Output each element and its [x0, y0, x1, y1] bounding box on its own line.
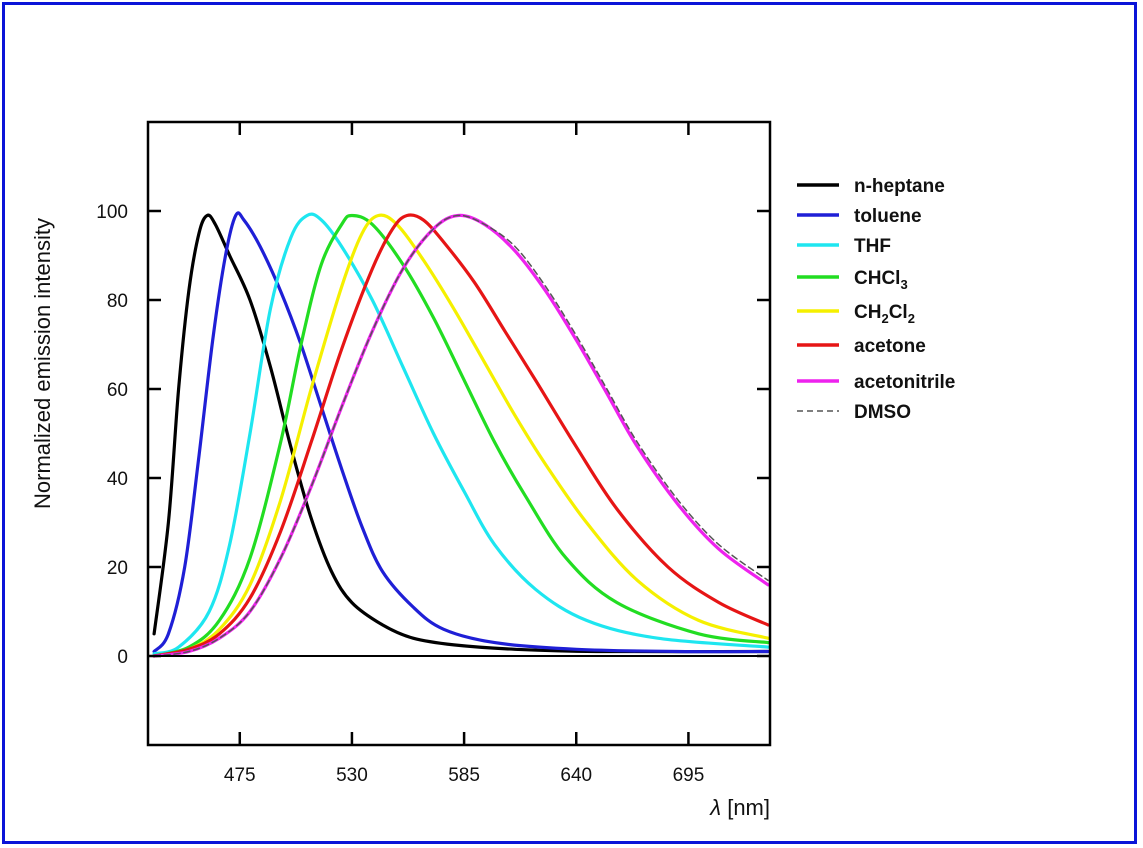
x-tick-label-2: 585 — [448, 765, 480, 786]
series-line-2 — [152, 212, 770, 656]
series-line-0 — [152, 213, 770, 654]
series-line-3 — [152, 213, 770, 658]
x-tick-label-1: 530 — [336, 765, 368, 786]
series-line-1 — [152, 211, 770, 654]
legend-label-3: CHCl3​ — [854, 268, 908, 292]
legend-label-2: THF — [854, 236, 891, 257]
series-line-4 — [152, 213, 770, 658]
y-tick-label-0: 0 — [117, 647, 128, 668]
legend-label-6: acetonitrile — [854, 372, 955, 393]
ticks-layer: 475 530 585 640 695 0 20 40 60 80 100 — [96, 122, 770, 786]
series-line-5 — [152, 213, 770, 658]
x-axis-label: λ [nm] — [709, 795, 770, 820]
y-axis-label: Normalized emission intensity — [30, 218, 55, 509]
legend-label-7: DMSO — [854, 402, 911, 423]
x-tick-label-0: 475 — [224, 765, 256, 786]
y-tick-label-5: 100 — [96, 202, 128, 223]
y-tick-label-4: 80 — [107, 291, 128, 312]
legend-label-1: toluene — [854, 206, 922, 227]
legend-label-0: n-heptane — [854, 176, 945, 197]
y-tick-label-1: 20 — [107, 558, 128, 579]
plot-area-border — [146, 120, 772, 747]
legend: n-heptane toluene THF CHCl3​ CH2​Cl2​ acetone… — [797, 176, 955, 423]
legend-label-5: acetone — [854, 336, 926, 357]
y-tick-label-3: 60 — [107, 380, 128, 401]
legend-label-4: CH2​Cl2​ — [854, 302, 915, 326]
x-tick-label-3: 640 — [560, 765, 592, 786]
series-layer — [152, 211, 770, 658]
y-tick-label-2: 40 — [107, 469, 128, 490]
series-line-7 — [153, 214, 769, 657]
x-tick-label-4: 695 — [673, 765, 705, 786]
